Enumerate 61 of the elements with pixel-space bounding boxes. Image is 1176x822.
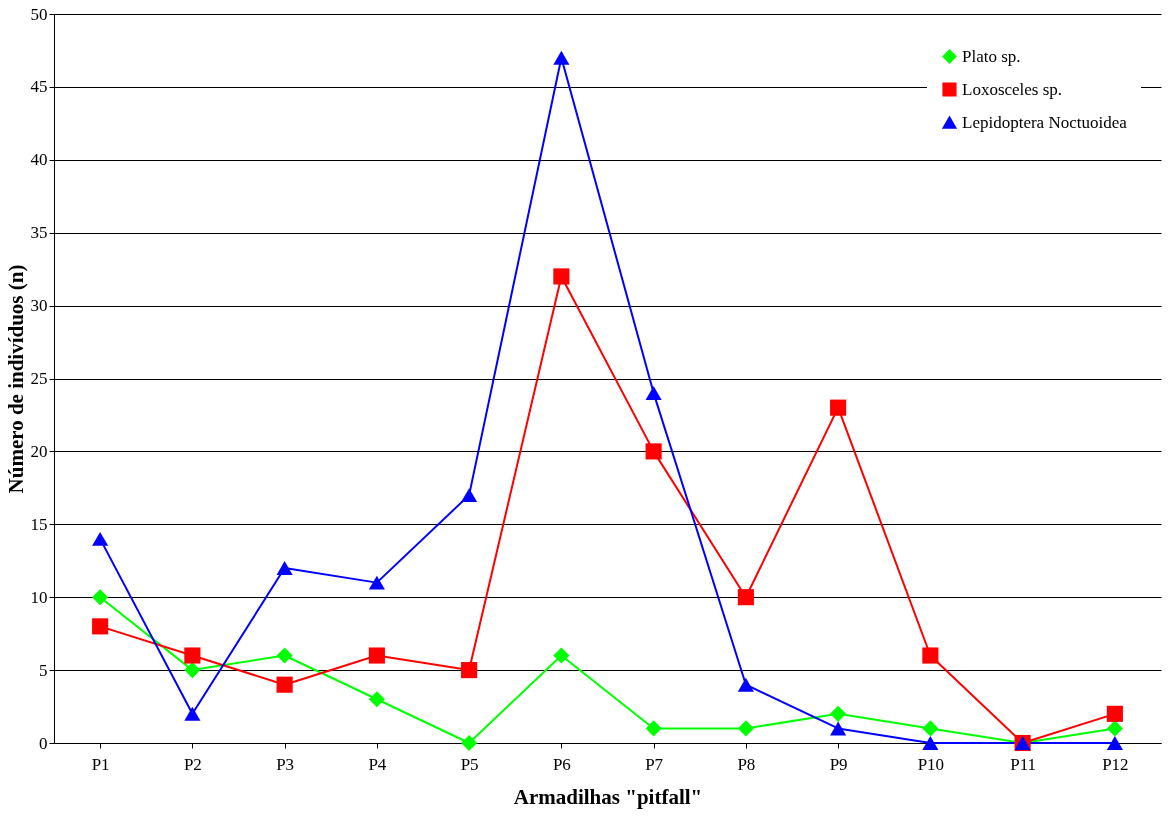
y-tick-label: 10 <box>30 587 48 607</box>
y-tick-label: 5 <box>39 660 48 680</box>
point <box>92 618 109 635</box>
point <box>645 443 662 460</box>
point <box>368 691 385 708</box>
point <box>737 677 754 692</box>
x-tick-label: P10 <box>917 754 945 774</box>
point <box>645 386 662 401</box>
x-tick-label: P1 <box>91 754 110 774</box>
point <box>830 705 847 722</box>
x-tick-label: P2 <box>183 754 202 774</box>
point <box>368 575 385 590</box>
legend-label: Plato sp. <box>962 46 1021 66</box>
y-tick-label: 25 <box>30 369 48 388</box>
legend-label: Loxosceles sp. <box>962 79 1063 99</box>
point <box>830 399 847 416</box>
y-tick-label: 0 <box>39 733 48 753</box>
point <box>92 531 109 546</box>
point <box>276 676 293 693</box>
x-tick-label: P12 <box>1102 754 1129 774</box>
point <box>461 734 478 752</box>
x-tick-label: P4 <box>368 754 387 774</box>
y-tick-label: 35 <box>30 223 48 243</box>
point <box>553 647 570 664</box>
point <box>276 561 293 576</box>
x-tick-label: P9 <box>829 754 848 774</box>
x-tick-label: P5 <box>460 754 479 774</box>
point <box>1106 705 1123 722</box>
point <box>92 589 109 606</box>
point <box>922 720 939 737</box>
x-tick-label: P3 <box>276 754 295 774</box>
x-tick-label: P8 <box>737 754 756 774</box>
point <box>184 706 201 721</box>
x-tick-label: P11 <box>1010 754 1037 774</box>
x-tick-label: P6 <box>552 754 571 774</box>
point <box>368 647 385 664</box>
point <box>184 647 201 664</box>
point <box>184 662 201 679</box>
point <box>1106 720 1123 737</box>
point <box>922 736 939 750</box>
y-tick-label: 30 <box>30 296 48 316</box>
y-tick-label: 50 <box>30 4 48 24</box>
x-tick-label: P7 <box>645 754 664 774</box>
y-tick-label: 40 <box>30 150 48 170</box>
point <box>553 50 570 65</box>
point <box>1106 736 1123 750</box>
point <box>276 647 293 664</box>
legend-label: Lepidoptera Noctuoidea <box>962 112 1128 132</box>
point <box>737 589 754 606</box>
point <box>553 268 570 285</box>
point <box>461 488 478 503</box>
y-tick-label: 15 <box>30 514 48 534</box>
point <box>461 662 478 679</box>
y-axis-title: Número de indivíduos (n) <box>3 264 28 494</box>
y-tick-label: 45 <box>30 77 48 97</box>
point <box>645 720 662 737</box>
point <box>922 647 939 664</box>
y-tick-label: 20 <box>30 441 48 461</box>
x-axis-title: Armadilhas "pitfall" <box>513 784 703 809</box>
point <box>830 721 847 736</box>
point <box>737 720 754 737</box>
